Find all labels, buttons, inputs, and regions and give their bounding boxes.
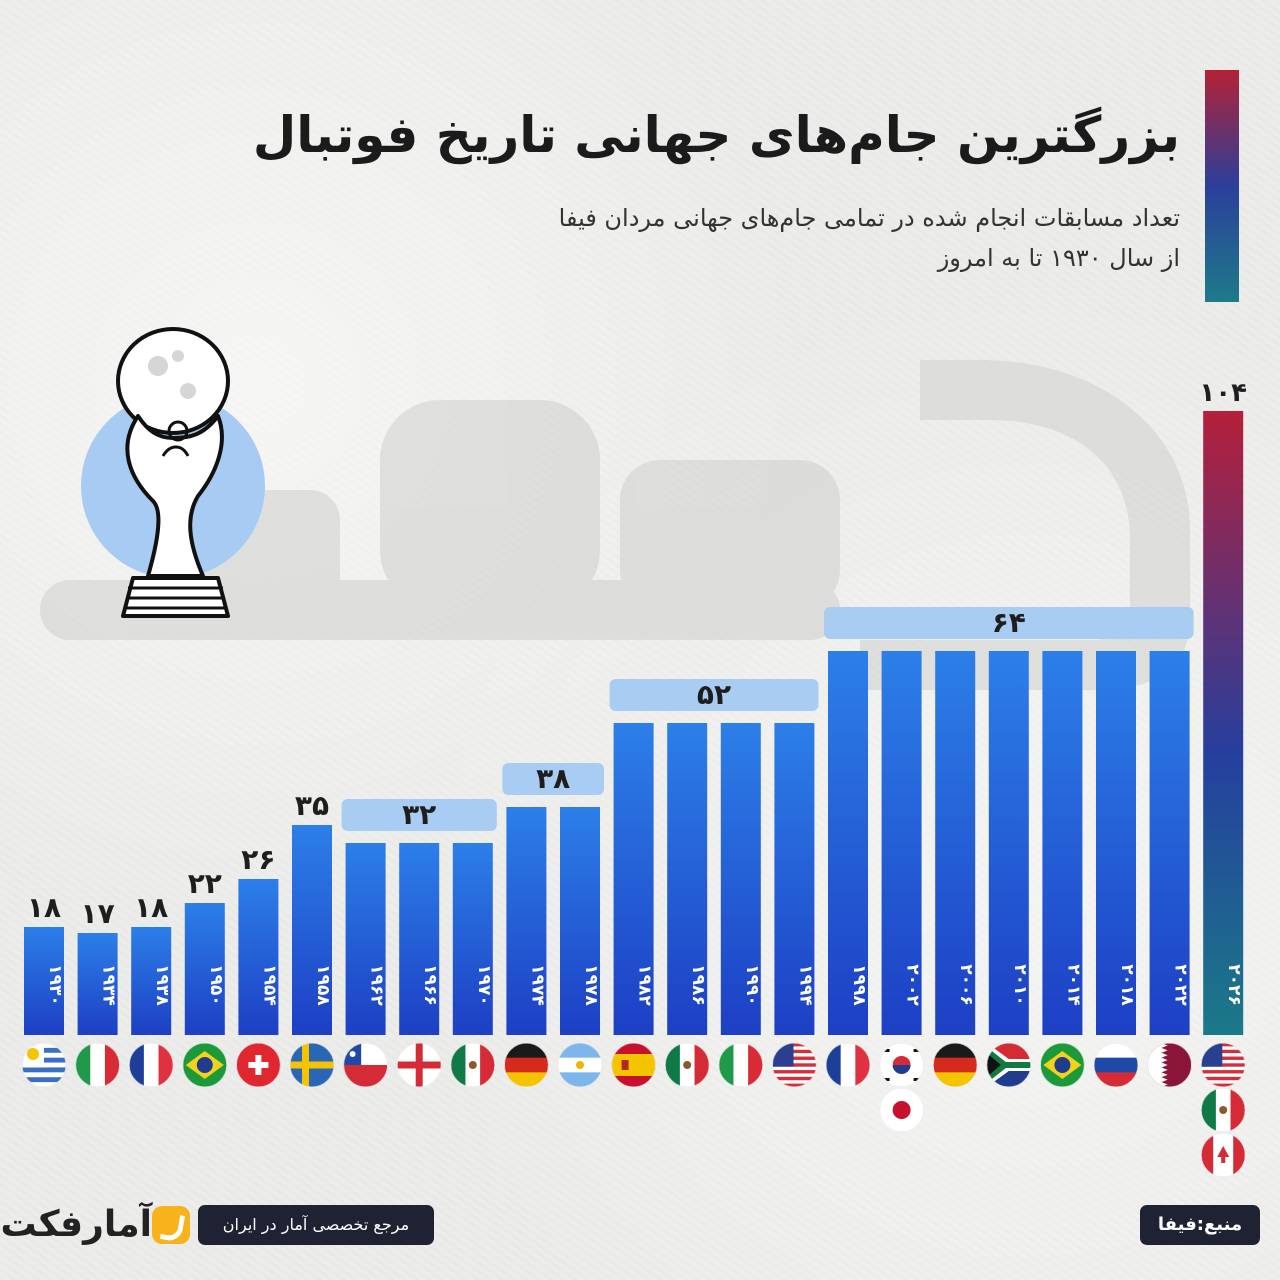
year-label: ۲۰۲۲: [1171, 964, 1191, 1006]
value-label: ۶۴: [992, 606, 1026, 639]
flag-sweden-icon: [290, 1043, 334, 1087]
bar-۲۰۱۸: [1096, 651, 1136, 1035]
footer-tagline: مرجع تخصصی آمار در ایران: [198, 1205, 434, 1245]
year-label: ۱۹۶۲: [367, 964, 387, 1006]
trophy-icon: [81, 327, 265, 618]
flag-uruguay-icon: [22, 1043, 66, 1087]
value-label: ۵۲: [697, 678, 731, 711]
bar-۲۰۱۰: [988, 651, 1029, 1035]
bar-۱۹۵۰: [184, 903, 225, 1035]
bar-۱۹۳۴: [77, 933, 118, 1035]
year-label: ۲۰۱۴: [1063, 964, 1083, 1006]
year-label: ۲۰۰۶: [956, 964, 976, 1006]
bar-۲۰۰۶: [935, 651, 976, 1035]
bar-۲۰۲۲: [1149, 651, 1190, 1035]
source-label: منبع:فیفا: [1140, 1205, 1260, 1245]
flag-usa-icon: [772, 1043, 817, 1087]
year-label: ۱۹۹۰: [742, 964, 762, 1006]
bar-۱۹۸۲: [613, 723, 654, 1035]
flag-argentina-icon: [558, 1043, 602, 1087]
year-label: ۱۹۸۶: [688, 964, 708, 1006]
bar-۱۹۹۴: [774, 723, 815, 1035]
flag-germany-icon: [933, 1043, 978, 1087]
value-label: ۱۸: [134, 891, 168, 924]
bar-۲۰۰۲: [881, 651, 922, 1035]
flag-mexico-icon: [665, 1043, 710, 1087]
bar-۱۹۳۸: [131, 927, 172, 1035]
bar-۱۹۸۶: [667, 723, 708, 1035]
year-label: ۱۹۷۰: [474, 964, 494, 1006]
bar-۱۹۶۶: [399, 843, 440, 1035]
bar-۱۹۹۰: [720, 723, 761, 1035]
value-label: ۱۸: [27, 891, 61, 924]
bar-۱۹۹۸: [828, 651, 868, 1035]
bar-۱۹۳۰: [24, 927, 64, 1035]
year-label: ۱۹۳۴: [99, 964, 119, 1006]
flag-chile-icon: [343, 1043, 388, 1087]
bar-۱۹۷۰: [452, 843, 493, 1035]
flag-russia-icon: [1094, 1043, 1138, 1087]
value-label: ۳۵: [295, 789, 329, 822]
flag-usa-icon: [1201, 1043, 1246, 1087]
bar-۲۰۲۶: [1203, 411, 1244, 1035]
flag-brazil-icon: [182, 1043, 227, 1087]
group-label-box: [824, 607, 1194, 639]
flag-mexico-icon: [450, 1043, 495, 1087]
flag-france-icon: [826, 1043, 870, 1087]
value-label: ۳۸: [536, 762, 570, 795]
bar-۱۹۵۸: [292, 825, 332, 1035]
flag-switzerland-icon: [236, 1043, 281, 1087]
flag-mexico-icon: [1201, 1088, 1246, 1132]
bar-۱۹۶۲: [345, 843, 386, 1035]
year-label: ۱۹۳۸: [152, 964, 172, 1006]
year-label: ۱۹۶۶: [420, 964, 440, 1006]
flag-canada-icon: [1201, 1133, 1246, 1177]
year-label: ۱۹۹۸: [849, 964, 869, 1006]
subtitle-line-2: از سال ۱۹۳۰ تا به امروز: [937, 244, 1180, 272]
year-label: ۱۹۷۸: [581, 964, 601, 1006]
page-title: بزرگترین جام‌های جهانی تاریخ فوتبال: [252, 106, 1180, 164]
year-label: ۱۹۵۸: [313, 964, 333, 1006]
group-label-box: [609, 679, 819, 711]
flag-qatar-icon: [1147, 1043, 1192, 1087]
group-label-box: [341, 799, 497, 831]
group-label-box: [502, 763, 604, 795]
bar-۱۹۷۸: [560, 807, 600, 1035]
value-label: ۱۷: [81, 897, 115, 930]
title-accent-bar: [1205, 70, 1239, 302]
flag-south-korea-icon: [879, 1043, 924, 1087]
flag-italy-icon: [75, 1043, 120, 1087]
year-label: ۱۹۸۲: [635, 964, 655, 1006]
value-label: ۳۲: [402, 798, 436, 831]
year-label: ۱۹۵۴: [259, 964, 279, 1006]
flag-germany-icon: [504, 1043, 549, 1087]
flag-brazil-icon: [1040, 1043, 1085, 1087]
flag-france-icon: [129, 1043, 174, 1087]
page-subtitle: تعداد مسابقات انجام شده در تمامی جام‌های…: [180, 198, 1180, 278]
flag-england-icon: [397, 1043, 442, 1087]
bar-۱۹۵۴: [238, 879, 279, 1035]
year-label: ۱۹۹۴: [795, 964, 815, 1006]
flag-south-africa-icon: [986, 1043, 1031, 1087]
brand-logo-icon: [152, 1206, 190, 1244]
subtitle-line-1: تعداد مسابقات انجام شده در تمامی جام‌های…: [558, 204, 1180, 232]
brand-logo-text: آمارفکت: [0, 1204, 153, 1245]
year-label: ۲۰۱۸: [1117, 964, 1137, 1006]
value-label: ۲۶: [241, 843, 275, 876]
value-label: ۱۰۴: [1199, 378, 1247, 408]
flag-japan-icon: [879, 1088, 924, 1132]
value-label: ۲۲: [188, 867, 222, 900]
year-label: ۱۹۵۰: [206, 964, 226, 1006]
flag-italy-icon: [718, 1043, 763, 1087]
bar-۲۰۱۴: [1042, 651, 1083, 1035]
year-label: ۱۹۷۴: [527, 964, 547, 1006]
bar-۱۹۷۴: [506, 807, 547, 1035]
flag-spain-icon: [611, 1043, 656, 1087]
year-label: ۲۰۲۶: [1224, 964, 1244, 1006]
year-label: ۲۰۰۲: [903, 964, 923, 1006]
year-label: ۲۰۱۰: [1010, 964, 1030, 1006]
year-label: ۱۹۳۰: [45, 964, 65, 1006]
